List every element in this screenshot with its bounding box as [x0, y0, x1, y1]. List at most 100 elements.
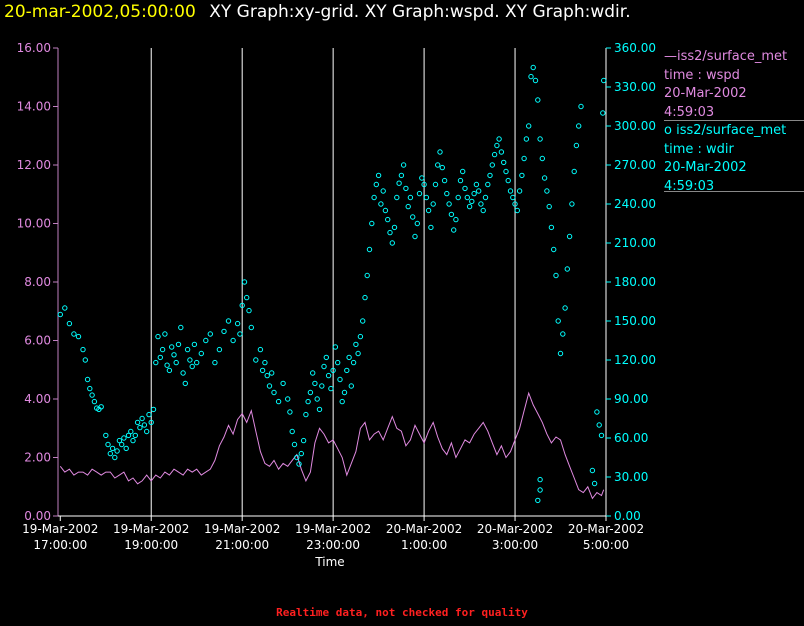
wdir-point	[432, 181, 439, 188]
wdir-point	[407, 194, 414, 201]
wdir-point	[485, 181, 491, 188]
wdir-point	[557, 350, 564, 357]
wdir-point	[296, 461, 302, 467]
left-y-tick-label: 8.00	[24, 275, 51, 289]
legend-wdir: o iss2/surface_met time : wdir 20-Mar-20…	[664, 122, 804, 196]
wdir-point	[203, 337, 209, 344]
wdir-point	[394, 194, 400, 201]
wdir-point	[400, 162, 407, 168]
wdir-point	[139, 415, 145, 422]
wdir-point	[330, 367, 336, 374]
legend-wspd-date: 20-Mar-2002	[664, 86, 747, 101]
wdir-point	[576, 123, 582, 129]
wdir-point	[244, 294, 250, 301]
wdir-point	[360, 318, 366, 324]
wdir-point	[362, 294, 368, 301]
wdir-point	[598, 432, 605, 439]
x-tick-time-label: 17:00:00	[33, 538, 87, 552]
wdir-point	[335, 359, 341, 366]
wdir-point	[451, 227, 457, 233]
wdir-point	[107, 450, 114, 457]
right-y-tick-label: 240.00	[614, 197, 656, 211]
x-tick-date-label: 19-Mar-2002	[22, 522, 98, 536]
wdir-point	[410, 214, 416, 220]
wdir-point	[294, 454, 300, 461]
wdir-point	[439, 164, 445, 171]
wdir-point	[589, 467, 596, 474]
wdir-point	[230, 337, 236, 344]
wdir-point	[519, 172, 525, 179]
wdir-point	[221, 328, 227, 335]
wdir-point	[80, 346, 86, 353]
plot-frame	[57, 48, 607, 517]
wdir-point	[141, 422, 148, 428]
wdir-point	[103, 432, 109, 439]
wdir-point	[182, 380, 189, 387]
wdir-point	[537, 136, 543, 142]
wdir-point	[482, 194, 489, 201]
wdir-point	[323, 354, 329, 361]
wdir-point	[398, 172, 405, 179]
wdir-point	[544, 188, 550, 194]
wdir-point	[212, 359, 218, 366]
wdir-point	[496, 136, 502, 142]
right-y-tick-label: 300.00	[614, 119, 656, 133]
wdir-point	[253, 357, 259, 363]
right-y-tick-label: 330.00	[614, 80, 656, 94]
wdir-point	[414, 220, 420, 227]
legend-wspd-source: —iss2/surface_met	[664, 49, 788, 64]
wdir-point	[512, 201, 518, 207]
wdir-point	[441, 177, 448, 184]
wdir-point	[569, 201, 575, 207]
wdir-point	[332, 344, 339, 350]
x-tick-date-label: 19-Mar-2002	[295, 522, 371, 536]
wdir-point	[82, 357, 89, 363]
wdir-point	[537, 487, 543, 493]
wdir-point	[259, 367, 266, 374]
wdir-point	[207, 331, 214, 337]
wdir-point	[391, 224, 398, 231]
left-y-tick-label: 0.00	[24, 509, 51, 523]
wdir-point	[487, 172, 493, 179]
wdir-point	[287, 409, 293, 415]
wdir-point	[248, 324, 255, 331]
legend-wspd: —iss2/surface_met time : wspd 20-Mar-200…	[664, 48, 804, 122]
wdir-point	[314, 396, 320, 402]
wdir-point	[269, 370, 275, 376]
wdir-point	[66, 320, 73, 327]
wdir-point	[530, 64, 536, 71]
wdir-point	[378, 201, 384, 207]
right-y-tick-label: 60.00	[614, 431, 648, 445]
left-y-tick-label: 2.00	[24, 451, 51, 465]
wdir-point	[423, 194, 430, 201]
wdir-point	[578, 103, 584, 110]
wdir-point	[551, 246, 557, 253]
wdir-point	[289, 428, 295, 435]
wdir-point	[155, 333, 161, 340]
wdir-point	[489, 162, 495, 168]
wdir-point	[241, 279, 248, 285]
x-tick-time-label: 1:00:00	[401, 538, 447, 552]
wdir-point	[84, 376, 91, 383]
wdir-point	[473, 181, 480, 188]
wdir-point	[150, 406, 157, 413]
wdir-point	[337, 376, 343, 383]
wdir-point	[494, 142, 500, 149]
wdir-point	[146, 411, 152, 418]
wdir-point	[373, 181, 379, 188]
wdir-point	[353, 341, 359, 348]
right-y-tick-label: 180.00	[614, 275, 656, 289]
wdir-point	[562, 305, 568, 311]
x-tick-date-label: 20-Mar-2002	[477, 522, 553, 536]
wdir-point	[566, 233, 573, 240]
wdir-point	[166, 367, 173, 374]
wdir-point	[453, 216, 459, 223]
x-tick-date-label: 20-Mar-2002	[568, 522, 644, 536]
legend-wdir-variable: time : wdir	[664, 141, 734, 157]
wdir-point	[469, 198, 475, 205]
x-tick-date-label: 19-Mar-2002	[204, 522, 280, 536]
wdir-point	[266, 383, 273, 389]
wdir-point	[157, 354, 164, 361]
wdir-point	[510, 194, 516, 201]
